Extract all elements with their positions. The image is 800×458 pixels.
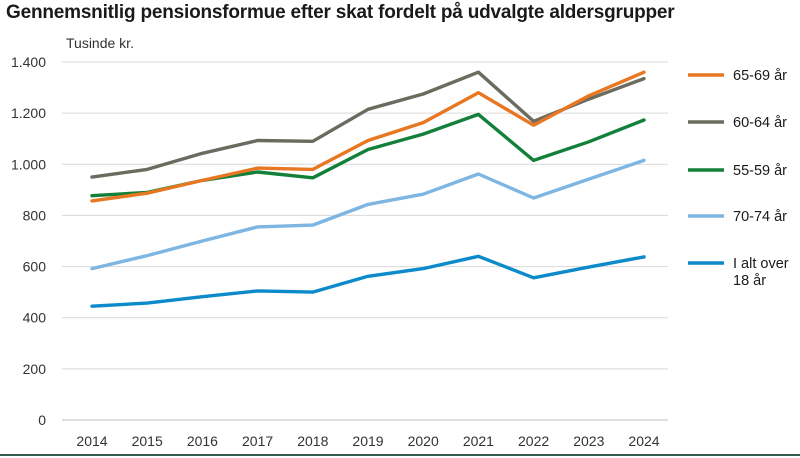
x-tick-label: 2023 [573, 433, 604, 449]
series-line [90, 254, 646, 308]
legend: 65-69 år 60-64 år 55-59 år 70-74 år I alt ov… [688, 68, 789, 289]
x-tick-label: 2019 [352, 433, 383, 449]
x-tick-label: 2018 [297, 433, 328, 449]
y-tick-label: 0 [38, 412, 46, 428]
y-axis-unit-label: Tusinde kr. [66, 35, 134, 51]
legend-label-line: 65-69 år [733, 68, 787, 84]
legend-label: 60-64 år [733, 115, 787, 131]
legend-label-line: 60-64 år [733, 115, 787, 131]
series-lines [90, 70, 646, 308]
y-tick-label: 1.000 [11, 156, 46, 172]
x-axis: 2014 2015 2016 2017 2018 2019 2020 2021 2022 2023… [76, 433, 659, 449]
x-tick-label: 2020 [408, 433, 439, 449]
chart-title: Gennemsnitlig pensionsformue efter skat … [6, 2, 675, 23]
y-tick-label: 400 [23, 310, 47, 326]
legend-label: 70-74 år [733, 209, 787, 225]
x-tick-label: 2017 [242, 433, 273, 449]
legend-label-line: 55-59 år [733, 163, 787, 179]
y-tick-label: 200 [23, 361, 47, 377]
x-tick-label: 2022 [518, 433, 549, 449]
y-tick-label: 1.400 [11, 54, 46, 70]
legend-label-line: 18 år [733, 273, 766, 289]
y-tick-label: 800 [23, 207, 47, 223]
x-tick-label: 2015 [132, 433, 163, 449]
series-line [90, 70, 646, 179]
legend-label-line: 70-74 år [733, 209, 787, 225]
y-axis: Tusinde kr. 0 200 400 600 800 1.000 1.200 1.400 [11, 35, 134, 428]
legend-label: 55-59 år [733, 163, 787, 179]
x-tick-label: 2016 [187, 433, 218, 449]
legend-label: 65-69 år [733, 68, 787, 84]
legend-label-line: I alt over [733, 256, 789, 272]
gridlines [62, 61, 668, 421]
series-line [90, 70, 646, 203]
y-tick-label: 600 [23, 259, 47, 275]
series-line [90, 112, 646, 198]
bottom-rule [0, 454, 800, 456]
y-tick-label: 1.200 [11, 105, 46, 121]
x-tick-label: 2014 [76, 433, 107, 449]
x-tick-label: 2024 [628, 433, 659, 449]
series-line [90, 158, 646, 271]
legend-label: I alt over 18 år [733, 256, 789, 289]
x-tick-label: 2021 [463, 433, 494, 449]
